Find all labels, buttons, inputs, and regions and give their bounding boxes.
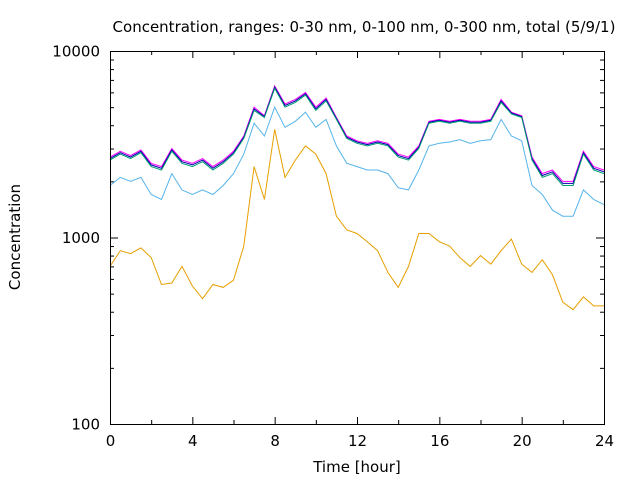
axis-tick-labels: 0 4 8 12 16 20 24 100 1000 10000 bbox=[52, 43, 614, 451]
series-line-4 bbox=[109, 105, 605, 217]
series-line-1 bbox=[109, 84, 605, 182]
x-tick-label: 24 bbox=[595, 432, 614, 450]
x-tick-label: 20 bbox=[513, 432, 532, 450]
y-axis-label: Concentration bbox=[6, 184, 24, 290]
x-tick-label: 8 bbox=[270, 432, 280, 450]
y-tick-label: 1000 bbox=[62, 229, 100, 247]
x-axis-label: Time [hour] bbox=[312, 458, 401, 476]
y-tick-label: 10000 bbox=[52, 43, 100, 61]
plot-frame bbox=[110, 51, 605, 425]
chart-title: Concentration, ranges: 0-30 nm, 0-100 nm… bbox=[113, 18, 616, 36]
series-line-2 bbox=[109, 85, 605, 184]
x-tick-label: 16 bbox=[430, 432, 449, 450]
series-line-5 bbox=[109, 129, 604, 311]
series-line-3 bbox=[109, 87, 605, 186]
series-lines bbox=[109, 84, 605, 311]
x-tick-label: 12 bbox=[348, 432, 367, 450]
x-tick-label: 4 bbox=[188, 432, 198, 450]
axis-ticks bbox=[110, 51, 605, 425]
x-tick-label: 0 bbox=[106, 432, 116, 450]
y-tick-label: 100 bbox=[71, 416, 100, 434]
